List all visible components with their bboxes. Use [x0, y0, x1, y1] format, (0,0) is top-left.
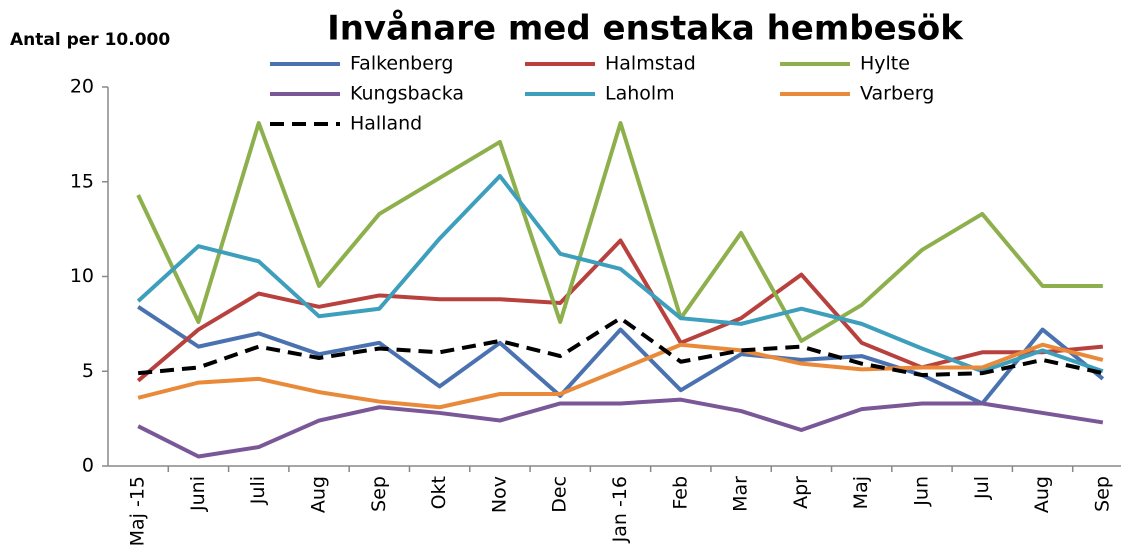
x-tick-label: Maj	[850, 476, 872, 509]
x-tick-label: Aug	[308, 476, 330, 513]
x-tick-label: Dec	[549, 476, 571, 513]
series-line	[137, 397, 1104, 459]
chart-title: Invånare med enstaka hembesök	[327, 9, 964, 49]
series-line	[136, 238, 1104, 383]
x-tick-label: Maj -15	[127, 476, 149, 546]
legend-label: Laholm	[605, 83, 675, 105]
x-tick-label: Jan -16	[609, 476, 631, 543]
legend-label: Halland	[350, 113, 422, 135]
x-tick-label: Aug	[1031, 476, 1053, 513]
legend-label: Halmstad	[605, 53, 696, 75]
series-line	[136, 174, 1104, 374]
x-tick-label: Juli	[247, 476, 269, 505]
x-tick-label: Juni	[187, 476, 209, 512]
legend-label: Varberg	[860, 83, 934, 105]
series-line	[136, 121, 1103, 343]
legend-label: Kungsbacka	[350, 83, 464, 105]
series-line	[137, 342, 1104, 410]
y-axis-label: Antal per 10.000	[10, 30, 170, 50]
legend-label: Falkenberg	[350, 53, 453, 75]
x-tick-label: Feb	[669, 476, 691, 510]
x-tick-label: Sep	[368, 476, 390, 512]
y-tick-label: 20	[70, 76, 94, 98]
x-tick-label: Jul	[971, 476, 993, 500]
y-tick-label: 0	[82, 455, 94, 477]
series-line	[137, 305, 1105, 406]
x-tick-label: Nov	[488, 476, 510, 513]
y-tick-label: 5	[82, 360, 94, 382]
x-tick-label: Okt	[428, 476, 450, 509]
x-tick-label: Sep	[1091, 476, 1113, 512]
x-tick-label: Mar	[730, 476, 752, 512]
legend-label: Hylte	[860, 53, 910, 75]
y-tick-label: 15	[70, 170, 94, 192]
x-tick-label: Jun	[910, 476, 932, 507]
y-tick-label: 10	[70, 265, 94, 287]
x-tick-label: Apr	[790, 476, 812, 509]
series-line	[137, 316, 1104, 378]
